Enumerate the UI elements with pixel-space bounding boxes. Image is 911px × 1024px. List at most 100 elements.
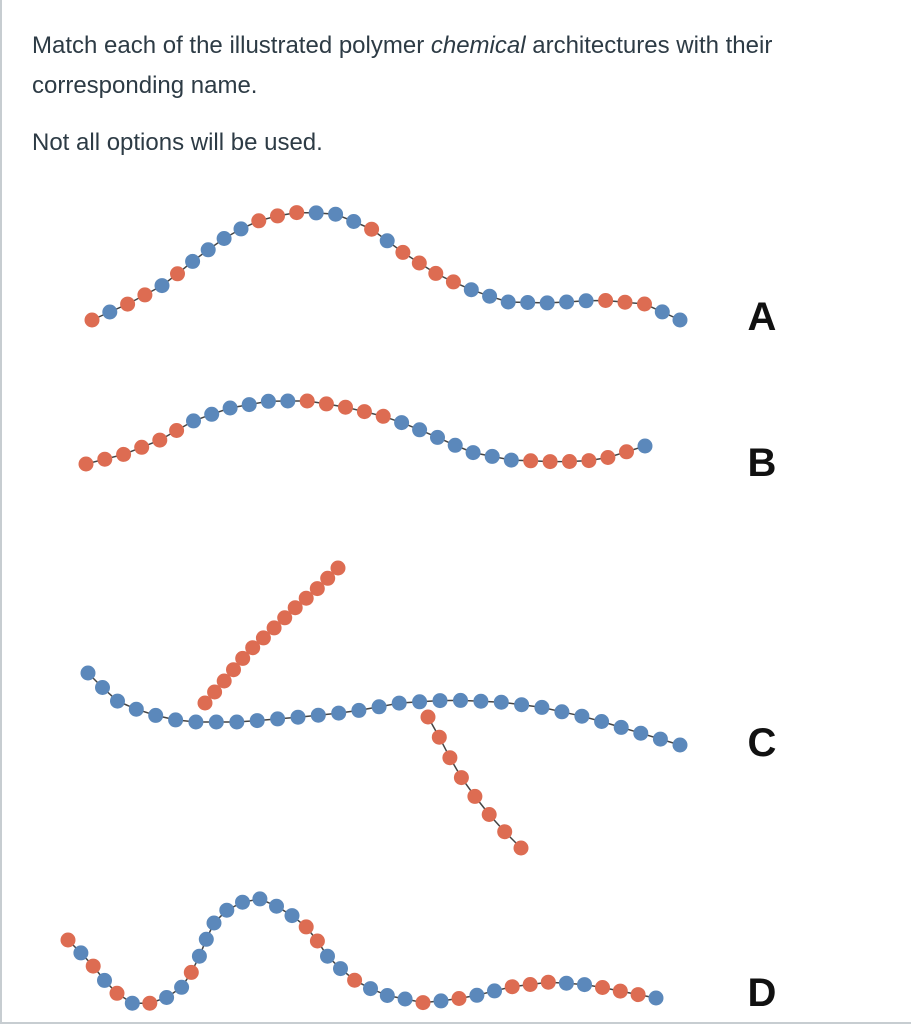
blue-monomer [206,915,222,931]
blue-monomer [558,975,574,991]
red-monomer [152,432,168,448]
red-monomer [595,980,610,995]
blue-monomer [168,712,184,728]
red-monomer [251,213,267,229]
blue-monomer [252,891,268,907]
red-monomer [298,590,314,606]
blue-monomer [269,898,284,914]
red-monomer [320,570,336,586]
red-monomer [85,958,101,974]
blue-monomer [432,693,448,709]
red-monomer [109,985,125,1001]
red-monomer [600,450,616,465]
red-monomer [169,423,185,438]
blue-monomer [185,253,201,269]
red-monomer [637,296,652,312]
red-monomer [197,695,213,711]
blue-monomer [654,304,670,320]
red-monomer [395,244,411,260]
red-monomer [142,995,158,1011]
blue-monomer [97,972,112,988]
red-monomer [287,600,303,616]
blue-monomer [159,990,175,1005]
label-a: A [748,295,777,339]
red-monomer [562,454,577,469]
blue-monomer [539,295,555,311]
red-monomer [467,788,483,804]
red-monomer [137,287,153,303]
red-monomer [375,408,391,424]
blue-monomer [186,413,201,429]
red-monomer [453,770,469,786]
blue-monomer [284,908,300,924]
red-monomer [442,750,458,766]
blue-monomer [73,945,89,961]
blue-monomer [594,714,610,729]
red-monomer [504,979,520,995]
blue-monomer [578,293,594,309]
blue-monomer [412,694,428,710]
red-monomer [619,444,634,460]
blue-monomer [463,282,479,298]
blue-monomer [465,445,481,461]
blue-monomer [613,719,629,735]
red-monomer [266,620,282,636]
red-monomer [513,840,529,856]
blue-monomer [110,693,125,709]
blue-monomer [260,393,276,409]
red-monomer [270,208,285,224]
label-b: B [748,441,777,485]
bottom-border [0,1022,911,1024]
blue-monomer [433,993,449,1009]
prompt-text-start: Match each of the illustrated polymer [32,32,431,59]
red-monomer [612,983,628,999]
blue-monomer [482,288,498,304]
prompt-text-end: architectures with their corresponding n… [32,32,773,99]
blue-monomer [500,294,516,310]
blue-monomer [487,983,502,999]
blue-monomer [412,422,428,438]
red-monomer [183,964,199,980]
red-monomer [415,995,431,1011]
red-monomer [120,296,136,312]
blue-monomer [672,312,688,328]
blue-monomer [652,731,668,747]
left-border [0,0,2,1024]
blue-monomer [270,711,286,727]
blue-monomer [493,694,509,710]
blue-monomer [128,701,144,717]
red-monomer [207,684,223,700]
blue-monomer [379,233,395,249]
red-monomer [289,205,305,221]
red-monomer [97,451,113,467]
blue-monomer [95,680,110,695]
red-monomer [277,610,293,626]
blue-monomer [363,981,378,997]
red-monomer [318,396,334,412]
blue-monomer [520,295,536,310]
blue-monomer [394,415,410,431]
polymer-chain-a [84,205,688,328]
red-monomer [330,560,346,576]
red-monomer [298,919,314,935]
blue-monomer [484,448,500,464]
blue-monomer [371,699,387,715]
red-monomer [255,630,271,646]
red-monomer [235,650,251,666]
blue-monomer [534,699,550,715]
red-monomer [497,824,513,840]
red-monomer [309,581,325,597]
blue-monomer [204,406,220,422]
blue-monomer [208,714,224,730]
chain-a-backbone [91,211,681,321]
red-monomer [451,991,467,1006]
red-monomer [216,673,232,689]
blue-monomer [216,231,232,246]
blue-monomer [351,702,367,718]
red-monomer [170,266,185,282]
red-monomer [481,807,497,822]
blue-monomer [453,692,468,708]
red-monomer [431,729,447,745]
blue-monomer [235,894,250,910]
blue-monomer [503,452,519,468]
